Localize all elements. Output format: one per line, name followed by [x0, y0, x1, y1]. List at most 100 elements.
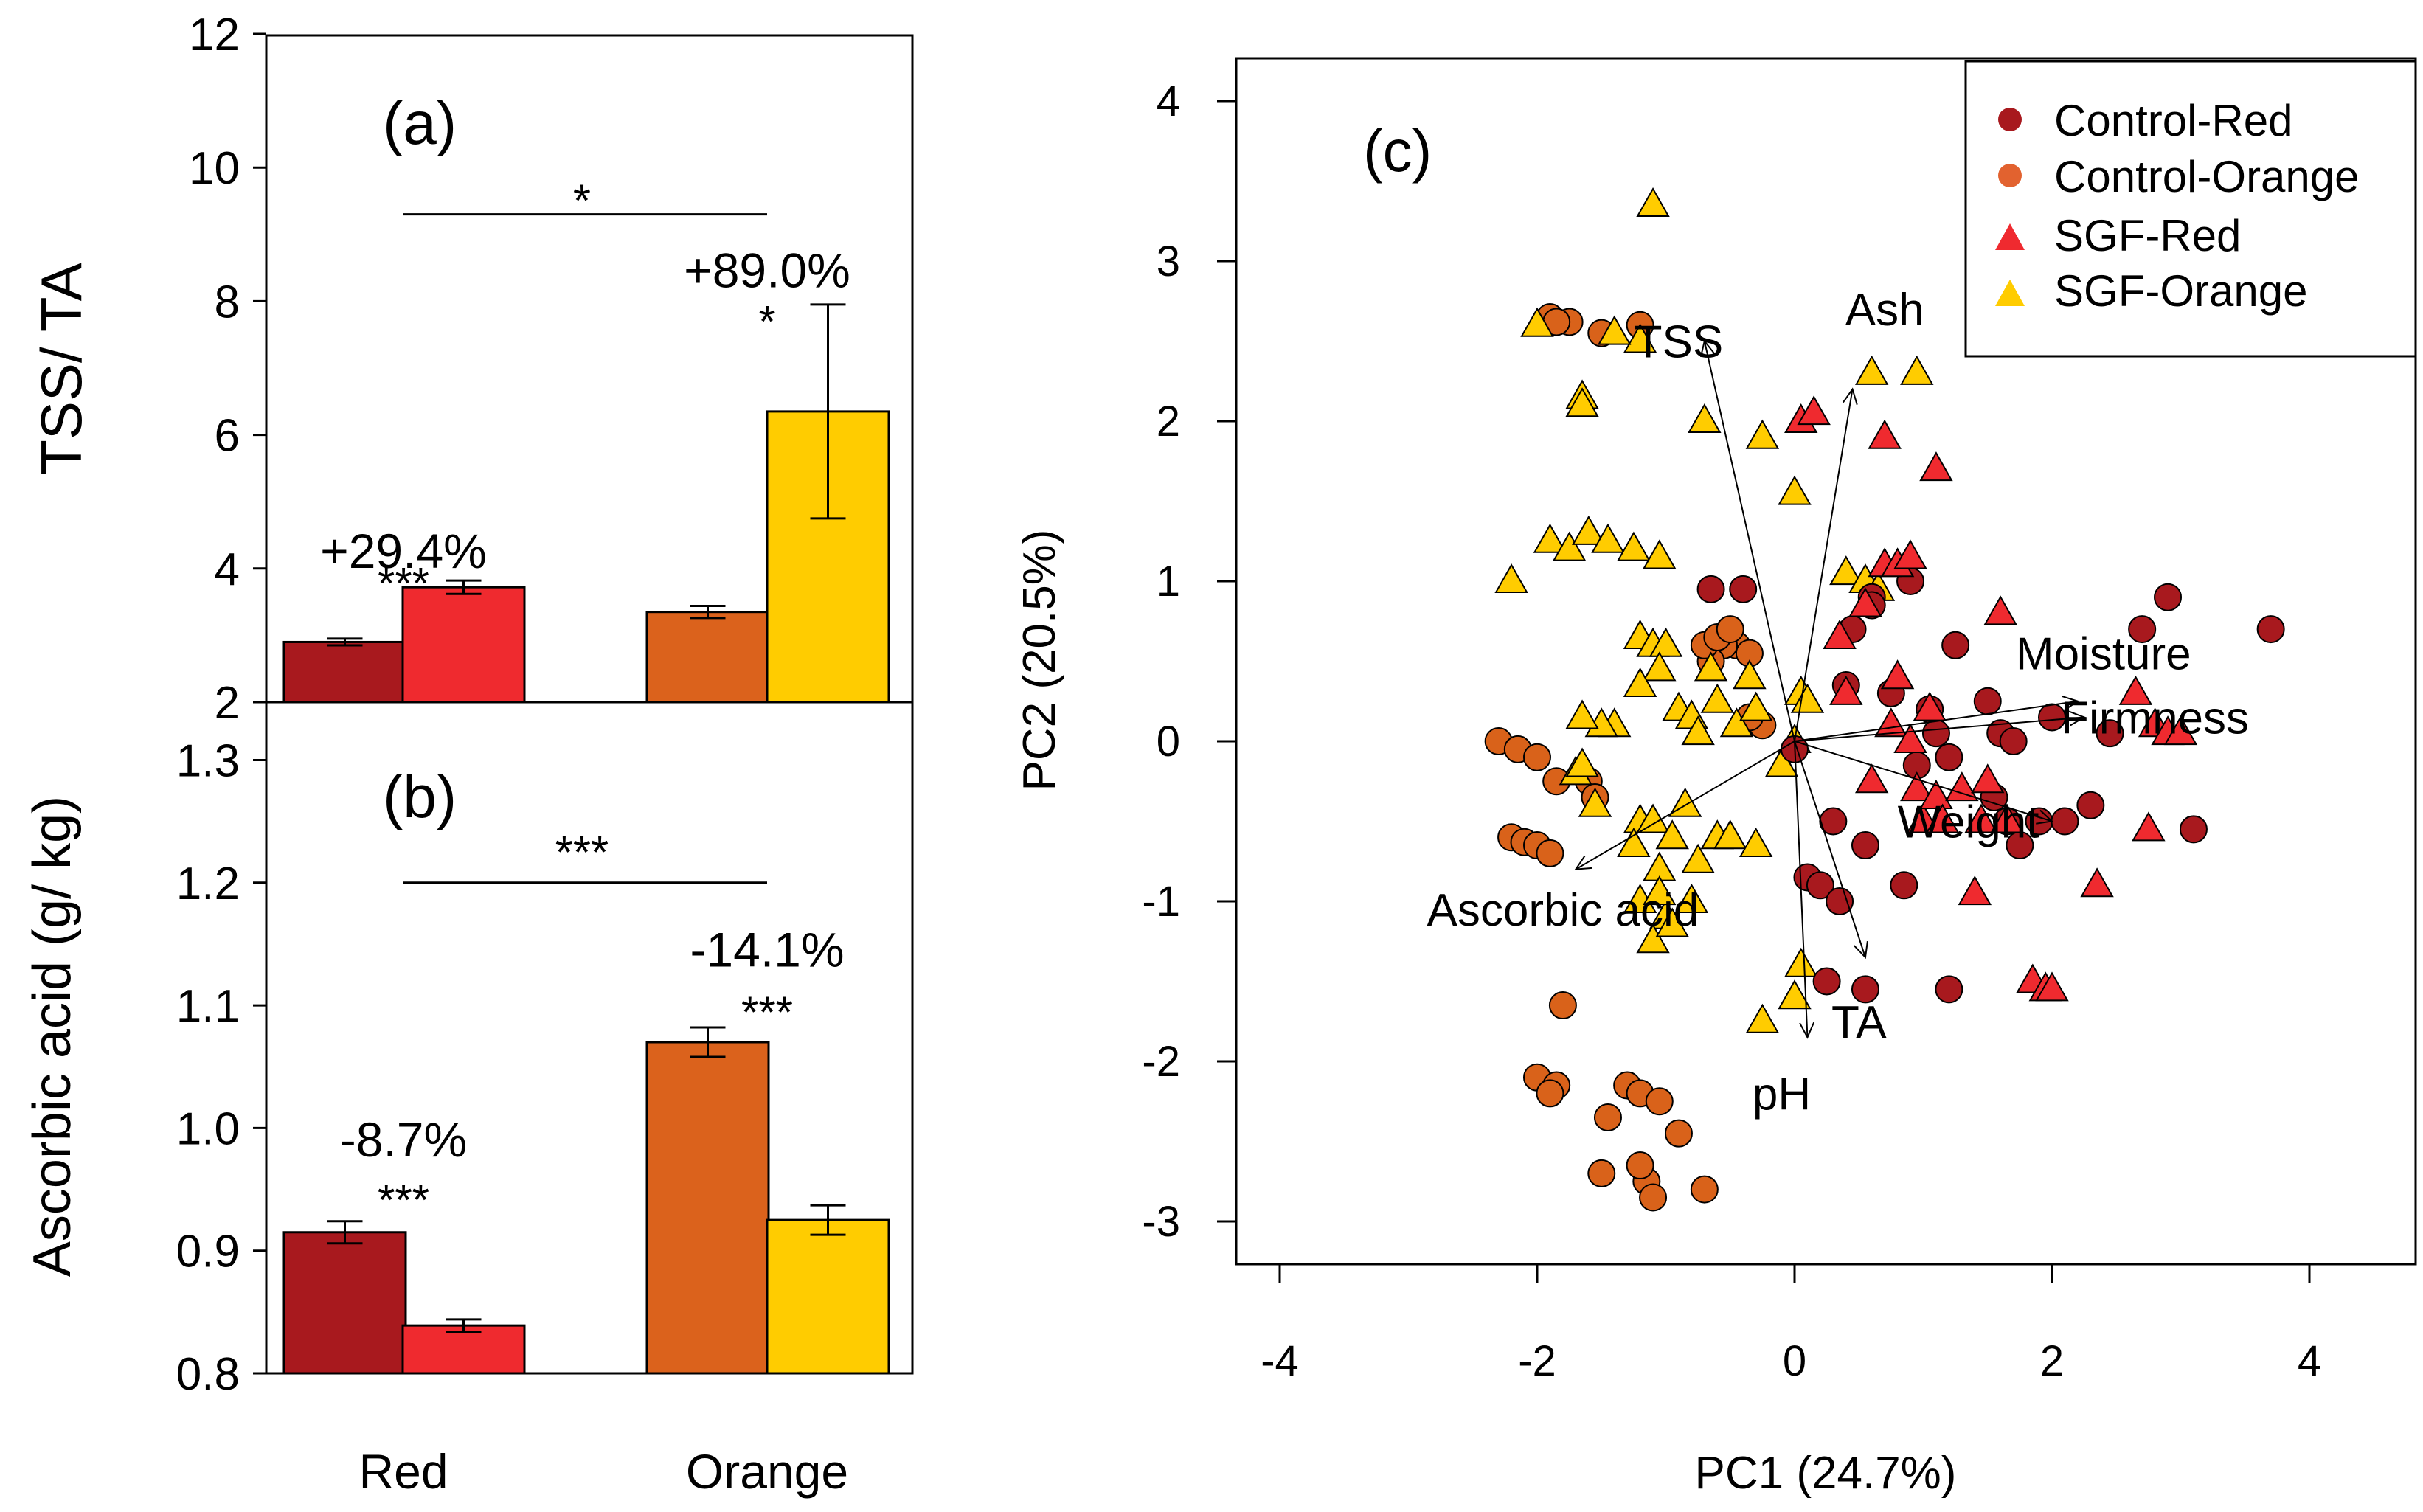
sgf-orange-point: [1643, 651, 1677, 682]
panel-b-ylabel: Ascorbic acid (g/ kg): [23, 796, 82, 1277]
panel-c-ylabel: PC2 (20.5%): [1014, 530, 1065, 791]
panel-b-sig-label: ***: [741, 988, 793, 1037]
control-orange-point: [1626, 1151, 1654, 1180]
sgf-orange-point: [1578, 787, 1612, 817]
panel-c-letter: (c): [1363, 118, 1432, 184]
control-red-point: [1921, 719, 1950, 748]
sgf-orange-point: [1854, 355, 1889, 385]
panel-b-letter: (b): [383, 763, 457, 830]
pc2-tick-label: -1: [1142, 878, 1180, 926]
control-red-point: [1826, 887, 1854, 915]
panel-a-bar-orange-control: [645, 611, 770, 704]
sgf-orange-point: [1784, 947, 1818, 977]
sgf-red-point: [1893, 539, 1927, 569]
panel-b-ytick-label: 1.0: [176, 1103, 240, 1154]
control-red-point: [2128, 615, 2157, 644]
loading-label-tss: TSS: [1635, 317, 1724, 368]
control-orange-point: [1639, 1183, 1668, 1212]
panel-a-ytick-label: 6: [215, 411, 240, 462]
panel-b-ytick-label: 1.1: [176, 981, 240, 1032]
control-orange-point: [1645, 1087, 1674, 1116]
control-red-point: [2038, 703, 2066, 732]
panel-b-bar-orange-sgf: [766, 1218, 890, 1375]
panel-b-pct-label: -8.7%: [340, 1112, 467, 1167]
sgf-orange-point: [1655, 819, 1689, 850]
sgf-red-point: [2035, 971, 2069, 1002]
legend-label-control-orange: Control-Orange: [2054, 152, 2360, 201]
loading-label-ta: TA: [1831, 997, 1887, 1048]
sgf-orange-point: [1643, 539, 1677, 569]
sgf-red-point: [1919, 451, 1953, 482]
panel-a-pct-label: +29.4%: [320, 524, 487, 578]
sgf-orange-point: [1552, 531, 1587, 561]
panel-a-ytick-label: 2: [215, 678, 240, 729]
panel-b-bar-red-sgf: [401, 1324, 526, 1375]
sgf-red-point: [2118, 675, 2153, 705]
control-red-point: [1973, 687, 2002, 715]
panel-b-ytick-label: 0.8: [176, 1349, 240, 1400]
sgf-orange-point: [1745, 1003, 1780, 1033]
sgf-orange-point: [1636, 803, 1670, 833]
control-red-point: [1851, 831, 1879, 860]
control-orange-point: [1548, 991, 1577, 1020]
control-red-point: [2256, 615, 2285, 644]
sgf-red-point: [1971, 763, 2005, 794]
control-red-point: [1890, 871, 1918, 900]
sgf-red-point: [1868, 419, 1902, 449]
loading-label-ascorbic-acid: Ascorbic acid: [1427, 885, 1699, 936]
pc2-tick-label: 2: [1157, 398, 1180, 445]
sgf-orange-point: [1688, 403, 1722, 433]
sgf-red-point: [1823, 619, 1857, 649]
sgf-orange-point: [1681, 843, 1715, 873]
panel-b-frame: [265, 701, 914, 1375]
sgf-red-point: [1797, 395, 1831, 426]
sgf-orange-point: [1900, 355, 1934, 385]
sgf-orange-point: [1591, 523, 1625, 553]
panel-a-group-sig: *: [573, 176, 591, 226]
control-red-point: [2154, 583, 2183, 611]
panel-b-group-sig: ***: [555, 828, 609, 878]
x-category-red: Red: [358, 1444, 448, 1499]
loading-arrowhead-ta: [1853, 941, 1868, 960]
pc2-tick-label: -3: [1142, 1198, 1180, 1246]
sgf-orange-point: [1520, 307, 1554, 337]
pc2-tick-label: 4: [1157, 77, 1180, 125]
sgf-orange-point: [1681, 715, 1715, 746]
panel-b-ytick-label: 0.9: [176, 1227, 240, 1277]
legend-label-sgf-orange: SGF-Orange: [2054, 266, 2307, 316]
sgf-red-point: [1880, 659, 1915, 690]
sgf-orange-point: [1719, 707, 1754, 738]
sgf-orange-point: [1636, 923, 1670, 954]
loading-arrowhead-moisture: [2062, 696, 2080, 711]
loading-arrowhead-ash: [1843, 387, 1858, 405]
loading-label-firmness: Firmness: [2061, 693, 2249, 743]
control-red-point: [1819, 807, 1848, 836]
control-red-point: [1812, 967, 1841, 996]
legend-label-sgf-red: SGF-Red: [2054, 211, 2241, 260]
control-red-point: [2076, 791, 2105, 819]
sgf-orange-point: [1778, 979, 1812, 1010]
control-red-point: [2096, 719, 2124, 748]
control-orange-point: [1593, 1103, 1622, 1131]
loading-arrowhead-firmness: [2068, 710, 2086, 726]
panel-a-ytick-label: 10: [189, 143, 240, 194]
sgf-red-point: [1990, 803, 2024, 833]
pc1-tick-label: 0: [1783, 1337, 1806, 1385]
x-category-orange: Orange: [686, 1444, 848, 1499]
control-orange-point: [1664, 1119, 1693, 1148]
panel-a-sig-label: *: [758, 297, 775, 347]
pc2-tick-label: -2: [1142, 1038, 1180, 1086]
control-red-point: [1729, 575, 1758, 603]
panel-a-sig-label: ***: [378, 559, 429, 608]
pc1-tick-label: 4: [2298, 1337, 2321, 1385]
loading-arrow-tss: [1703, 341, 1795, 742]
control-red-point: [2051, 807, 2079, 836]
sgf-orange-point: [1565, 699, 1599, 729]
legend-symbol-sgf-orange: [1995, 280, 2025, 306]
sgf-orange-point: [1617, 828, 1651, 858]
sgf-red-point: [1848, 587, 1882, 617]
control-red-point: [1941, 631, 1970, 659]
sgf-orange-point: [1655, 907, 1689, 937]
sgf-red-point: [2132, 811, 2166, 842]
sgf-orange-point: [1623, 323, 1657, 353]
